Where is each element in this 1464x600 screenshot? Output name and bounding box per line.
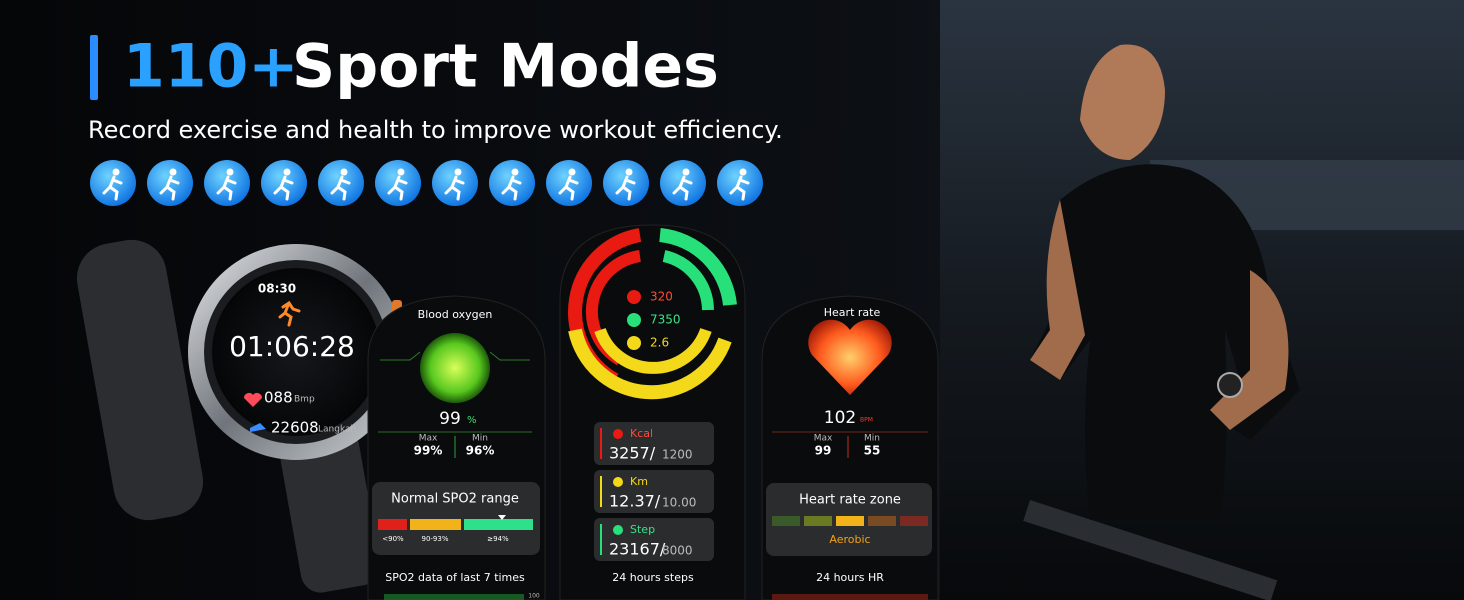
- panel-title: Heart rate: [824, 306, 881, 319]
- icon-figure: [273, 175, 294, 201]
- heart-rate-screen: [761, 295, 939, 600]
- watch-steps-unit: Langkah: [318, 425, 356, 435]
- hr-value: 102: [824, 408, 856, 428]
- icon-head: [568, 168, 576, 176]
- scale-label: 100: [528, 593, 540, 600]
- card-label: Kcal: [630, 427, 653, 440]
- activity-screen: [559, 224, 746, 600]
- max-value: 99%: [414, 444, 443, 458]
- range-label: ≥94%: [487, 535, 509, 543]
- blood-oxygen-screen: [367, 295, 546, 600]
- card-goal: 10.00: [662, 496, 696, 510]
- zone-name: Aerobic: [829, 533, 870, 546]
- min-label: Min: [864, 434, 880, 444]
- icon-head: [226, 168, 234, 176]
- min-label: Min: [472, 434, 488, 444]
- icon-head: [739, 168, 747, 176]
- smartwatch: [76, 239, 404, 593]
- card-label: Step: [630, 523, 655, 536]
- icon-head: [682, 168, 690, 176]
- watch-timer: 01:06:28: [229, 330, 355, 363]
- icon-head: [169, 168, 177, 176]
- icon-figure: [729, 175, 750, 201]
- range-title: Normal SPO2 range: [391, 492, 519, 507]
- icon-head: [625, 168, 633, 176]
- icon-figure: [615, 175, 636, 201]
- icon-head: [283, 168, 291, 176]
- card-label: Km: [630, 475, 648, 488]
- watch-heart-rate: 088: [264, 389, 293, 407]
- athlete-photo: [940, 0, 1464, 600]
- ring-value: 2.6: [650, 336, 669, 350]
- icon-head: [112, 168, 120, 176]
- card-value: 23167/: [609, 540, 666, 559]
- headline: Sport Modes: [292, 32, 719, 102]
- max-label: Max: [814, 434, 833, 444]
- panel-footer: SPO2 data of last 7 times: [385, 571, 525, 584]
- panel-footer: 24 hours HR: [816, 571, 884, 584]
- icon-figure: [216, 175, 237, 201]
- panel-footer: 24 hours steps: [612, 571, 694, 584]
- spo2-value: 99: [439, 409, 461, 429]
- range-label: <90%: [382, 535, 404, 543]
- icon-figure: [672, 175, 693, 201]
- icon-figure: [159, 175, 180, 201]
- spo2-unit: %: [467, 415, 477, 426]
- min-value: 55: [864, 444, 881, 458]
- panel-title: Blood oxygen: [418, 308, 493, 321]
- icon-head: [454, 168, 462, 176]
- ring-value: 320: [650, 290, 673, 304]
- icon-head: [511, 168, 519, 176]
- headline-highlight: 110+: [123, 32, 299, 102]
- icon-figure: [330, 175, 351, 201]
- card-goal: 1200: [662, 448, 693, 462]
- zone-title: Heart rate zone: [799, 493, 901, 508]
- card-goal: 8000: [662, 544, 693, 558]
- icon-head: [397, 168, 405, 176]
- max-label: Max: [419, 434, 438, 444]
- icon-figure: [102, 175, 123, 201]
- accent-bar: [90, 35, 98, 100]
- icon-head: [340, 168, 348, 176]
- icon-figure: [501, 175, 522, 201]
- icon-figure: [387, 175, 408, 201]
- ring-value: 7350: [650, 313, 681, 327]
- watch-time: 08:30: [258, 282, 296, 296]
- range-label: 90-93%: [422, 535, 449, 543]
- hr-unit: BPM: [860, 417, 873, 424]
- card-value: 12.37/: [609, 492, 661, 511]
- watch-steps: 22608: [271, 419, 319, 437]
- max-value: 99: [815, 444, 832, 458]
- card-value: 3257/: [609, 444, 656, 463]
- activity-cards: Kcal 3257/1200 Km 12.37/10.00 Step 23167/8000: [609, 427, 696, 559]
- sport-icons: [90, 160, 763, 206]
- watch-heart-unit: Bmp: [294, 395, 315, 405]
- min-value: 96%: [466, 444, 495, 458]
- icon-figure: [444, 175, 465, 201]
- icon-figure: [558, 175, 579, 201]
- subtitle: Record exercise and health to improve wo…: [88, 116, 783, 144]
